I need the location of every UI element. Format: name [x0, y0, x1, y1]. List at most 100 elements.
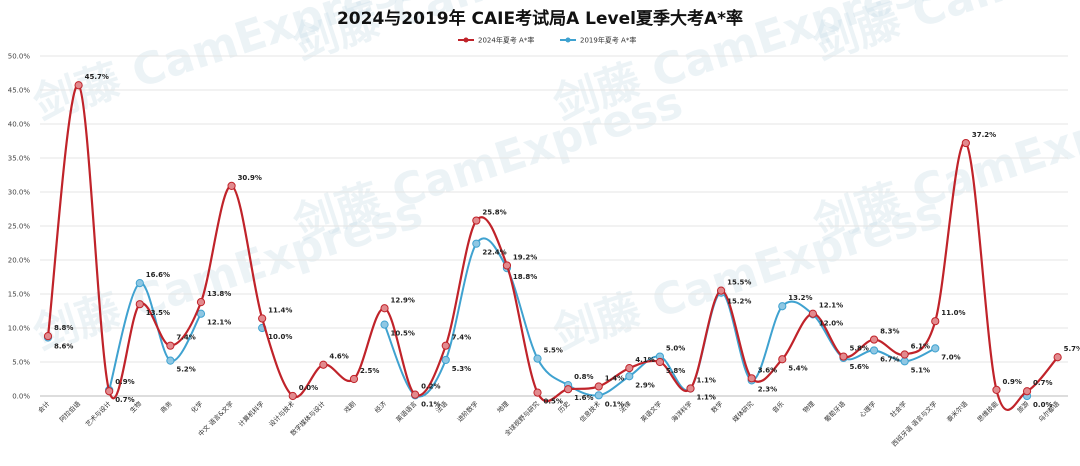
data-label: 8.6% — [54, 343, 73, 351]
data-label: 12.0% — [819, 319, 843, 327]
data-label: 12.1% — [207, 319, 231, 327]
data-point — [196, 298, 206, 307]
watermark-text: 剑藤 CamExpress — [28, 187, 429, 361]
y-tick-label: 20.0% — [8, 257, 31, 265]
data-point — [778, 355, 787, 364]
data-label: 4.6% — [329, 353, 348, 361]
data-label: 25.8% — [482, 209, 506, 217]
data-label: 5.7% — [1064, 345, 1080, 353]
x-tick-label: 信息技术 — [577, 399, 602, 424]
series-layer — [43, 81, 1062, 411]
data-label: 37.2% — [972, 131, 996, 139]
data-point — [839, 352, 848, 361]
data-point — [778, 302, 787, 311]
data-label: 0.8% — [574, 373, 593, 381]
x-tick-label: 进阶数学 — [455, 399, 480, 424]
data-point — [380, 320, 389, 329]
legend-marker — [565, 37, 571, 43]
data-label: 5.6% — [849, 363, 868, 371]
data-label: 45.7% — [85, 73, 109, 81]
x-tick-label: 会计 — [36, 399, 52, 415]
data-point — [166, 341, 175, 350]
data-point — [441, 341, 450, 350]
data-point — [992, 385, 1001, 394]
data-point — [869, 346, 879, 355]
data-label: 2.5% — [360, 367, 379, 375]
y-tick-label: 30.0% — [8, 189, 31, 197]
data-label: 10.5% — [391, 330, 415, 338]
data-point — [594, 382, 603, 391]
data-point — [43, 332, 53, 341]
x-tick-label: 计算机科学 — [236, 399, 266, 429]
data-label: 19.2% — [513, 253, 537, 261]
data-label: 4.1% — [635, 356, 654, 364]
data-label: 2.9% — [635, 381, 654, 389]
data-point — [288, 391, 297, 401]
data-point — [380, 304, 389, 313]
data-point — [594, 391, 603, 400]
data-label: 1.1% — [697, 394, 716, 402]
data-label: 0.9% — [115, 378, 134, 386]
data-point — [655, 357, 665, 367]
data-label: 30.9% — [238, 174, 262, 182]
data-point — [349, 374, 359, 384]
data-point — [411, 390, 420, 399]
chart-title: 2024与2019年 CAIE考试局A Level夏季大考A*率 — [337, 8, 743, 29]
data-label: 6.1% — [911, 343, 930, 351]
y-tick-label: 15.0% — [8, 291, 31, 299]
data-point — [869, 335, 879, 344]
data-point — [533, 388, 542, 397]
x-tick-label: 商务 — [158, 399, 174, 415]
data-label: 18.8% — [513, 273, 537, 281]
data-point — [931, 344, 940, 353]
data-point — [472, 216, 481, 225]
data-label: 13.8% — [207, 290, 231, 298]
x-tick-label: 艺术与设计 — [83, 399, 113, 429]
data-point — [564, 385, 573, 394]
data-label: 3.6% — [758, 366, 777, 374]
data-label: 5.4% — [788, 364, 807, 372]
data-point — [747, 374, 756, 383]
legend-marker — [463, 37, 469, 43]
x-tick-label: 社会学 — [888, 399, 909, 420]
data-label: 5.1% — [911, 366, 930, 374]
data-label: 5.8% — [666, 367, 685, 375]
x-tick-label: 思维技能 — [975, 399, 1000, 424]
data-point — [441, 355, 450, 365]
grid-layer — [40, 55, 1068, 397]
data-label: 7.4% — [176, 334, 195, 342]
data-label: 0.7% — [115, 396, 134, 404]
x-tick-label: 葡萄牙语 — [822, 399, 847, 424]
y-tick-label: 40.0% — [8, 121, 31, 129]
data-label: 6.7% — [880, 355, 899, 363]
data-point — [961, 138, 970, 148]
data-label-layer: 8.8% 45.7% 0.7% 13.5% 7.4% 13.8% 30.9% 11.4% 0.0… — [54, 73, 1080, 409]
legend-entry: 2019年夏考 A*率 — [580, 36, 636, 45]
data-point — [625, 372, 634, 381]
x-tick-label: 音乐 — [770, 399, 786, 415]
y-tick-label: 25.0% — [8, 223, 31, 231]
data-label: 15.2% — [727, 298, 751, 306]
data-label: 1.1% — [697, 377, 716, 385]
x-tick-label: 戏剧 — [342, 399, 358, 415]
y-axis: 0.0% 5.0% 10.0% 15.0% 20.0% 25.0% 30.0% 35.0% 40… — [8, 53, 31, 401]
data-point — [900, 357, 909, 366]
data-label: 5.8% — [849, 345, 868, 353]
series-line — [108, 282, 202, 391]
data-point — [808, 309, 817, 318]
data-label: 0.1% — [421, 400, 440, 408]
data-point — [533, 354, 542, 363]
data-label: 16.6% — [146, 271, 170, 279]
series-0 — [43, 81, 1062, 411]
data-point — [74, 81, 83, 90]
x-tick-label: 媒体研究 — [730, 399, 755, 424]
x-tick-label: 英语语言 — [394, 399, 419, 424]
x-tick-label: 心理学 — [857, 399, 878, 420]
y-tick-label: 0.0% — [12, 393, 30, 401]
data-point — [227, 181, 236, 190]
data-label: 0.0% — [1033, 401, 1052, 409]
y-tick-label: 35.0% — [8, 155, 31, 163]
data-label: 0.2% — [421, 383, 440, 391]
